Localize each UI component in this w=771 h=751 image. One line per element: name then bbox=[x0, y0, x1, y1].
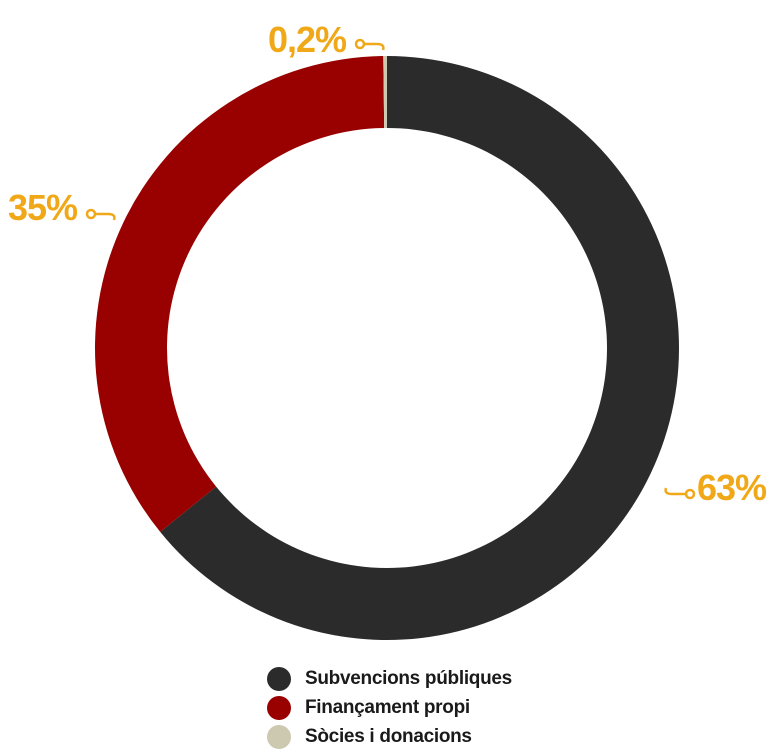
key-connector-icon-2 bbox=[354, 38, 385, 51]
key-connector-icon-0 bbox=[664, 487, 696, 500]
legend-label-0: Subvencions públiques bbox=[305, 667, 512, 689]
donut-slices bbox=[95, 56, 679, 640]
legend-item-0: Subvencions públiques bbox=[267, 664, 512, 693]
key-connector-icon-1 bbox=[85, 208, 116, 221]
chart-legend: Subvencions públiques Finançament propi … bbox=[267, 664, 512, 751]
data-label-0: 63% bbox=[697, 467, 767, 508]
legend-label-2: Sòcies i donacions bbox=[305, 725, 472, 747]
data-label-group-2: 0,2% bbox=[268, 19, 385, 60]
donut-slice-2 bbox=[383, 56, 387, 129]
data-label-group-0: 63% bbox=[664, 467, 768, 508]
legend-label-1: Finançament propi bbox=[305, 696, 470, 718]
donut-slice-0 bbox=[160, 56, 679, 640]
legend-item-2: Sòcies i donacions bbox=[267, 722, 512, 751]
legend-swatch-0 bbox=[267, 666, 291, 691]
data-label-1: 35% bbox=[8, 187, 78, 228]
data-labels: 63% 35% 0,2% bbox=[8, 19, 768, 508]
data-label-group-1: 35% bbox=[8, 187, 116, 228]
legend-item-1: Finançament propi bbox=[267, 693, 512, 722]
legend-swatch-1 bbox=[267, 695, 291, 720]
data-label-2: 0,2% bbox=[268, 19, 347, 60]
legend-swatch-2 bbox=[267, 724, 291, 749]
donut-slice-1 bbox=[95, 56, 385, 532]
